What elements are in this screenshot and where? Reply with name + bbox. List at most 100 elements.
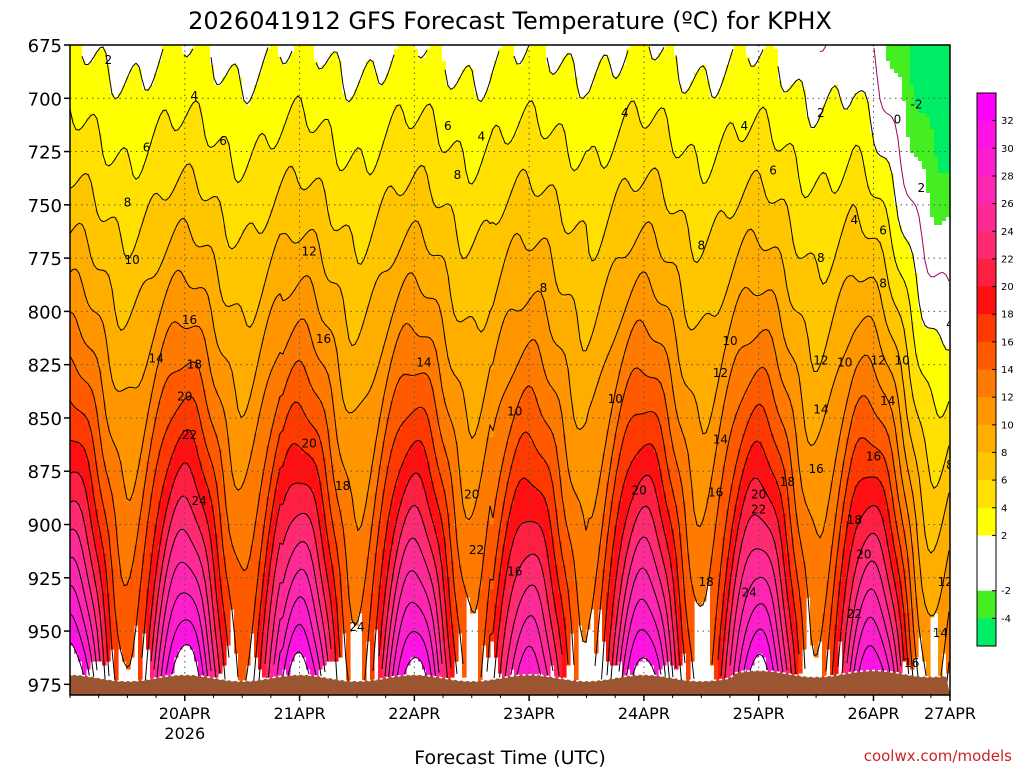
field-cell (70, 441, 75, 474)
field-cell (918, 45, 923, 114)
field-cell (82, 229, 87, 290)
field-cell (374, 73, 379, 166)
field-cell (638, 121, 643, 190)
field-cell (422, 589, 427, 618)
field-cell (778, 81, 783, 150)
field-cell (622, 529, 627, 570)
field-cell (658, 305, 663, 346)
field-cell (682, 501, 687, 590)
field-cell (738, 249, 743, 294)
contour-line (70, 355, 920, 686)
field-cell (98, 317, 103, 370)
field-cell (402, 193, 407, 242)
field-cell (382, 345, 387, 398)
field-cell (462, 321, 467, 398)
field-cell (90, 529, 95, 566)
field-cell (330, 565, 335, 610)
x-tick-sublabel: 2026 (164, 724, 205, 743)
field-cell (414, 373, 419, 410)
field-cell (218, 449, 223, 514)
field-cell (638, 189, 643, 234)
field-cell (906, 137, 911, 242)
field-cell (290, 333, 295, 370)
field-cell (290, 485, 295, 522)
field-cell (630, 561, 635, 590)
field-cell (298, 569, 303, 598)
field-cell (718, 493, 723, 574)
field-cell (486, 45, 491, 90)
field-cell (734, 577, 739, 614)
field-cell (282, 641, 287, 670)
field-cell (586, 345, 591, 414)
field-cell (558, 45, 563, 66)
contour-line (70, 556, 98, 671)
y-tick-label: 675 (28, 36, 62, 57)
field-cell (190, 573, 195, 598)
field-cell (782, 645, 787, 682)
field-cell (310, 341, 315, 390)
contour-line (70, 311, 929, 689)
field-cell (858, 521, 863, 554)
field-cell (898, 313, 903, 362)
field-cell (858, 361, 863, 398)
field-cell (742, 533, 747, 570)
field-cell (626, 301, 631, 342)
field-cell (502, 637, 507, 686)
field-cell (902, 569, 907, 614)
field-cell (890, 453, 895, 498)
field-cell (338, 169, 343, 230)
field-cell (82, 485, 87, 522)
field-cell (546, 137, 551, 186)
field-cell (774, 297, 779, 358)
field-cell (202, 129, 207, 202)
field-cell (110, 493, 115, 570)
field-cell (202, 609, 207, 646)
field-cell (694, 401, 699, 522)
field-cell (878, 197, 883, 242)
field-cell (138, 517, 143, 590)
colorbar-label: 2 (1001, 531, 1007, 542)
contour-label: 12 (713, 366, 728, 380)
field-cell (210, 505, 215, 550)
field-cell (442, 397, 447, 446)
field-cell (398, 537, 403, 570)
field-cell (78, 505, 83, 542)
contour-line (70, 439, 116, 681)
contour-line (618, 567, 671, 686)
field-cell (134, 65, 139, 182)
field-cell (654, 565, 659, 598)
field-cell (502, 589, 507, 638)
field-cell (874, 281, 879, 330)
field-cell (318, 177, 323, 250)
field-cell (186, 329, 191, 366)
field-cell (94, 549, 99, 586)
field-cell (402, 117, 407, 194)
field-cell (74, 269, 79, 322)
contour-label: 10 (608, 392, 623, 406)
field-cell (850, 153, 855, 206)
field-cell (378, 205, 383, 274)
field-cell (662, 565, 667, 598)
field-cell (246, 225, 251, 326)
field-cell (782, 93, 787, 150)
field-cell (518, 633, 523, 666)
field-cell (642, 445, 647, 478)
contour-line (159, 592, 209, 686)
field-cell (762, 329, 767, 370)
field-cell (454, 605, 459, 662)
field-cell (218, 513, 223, 578)
field-cell (294, 245, 299, 290)
field-cell (558, 65, 563, 126)
field-cell (778, 573, 783, 614)
field-cell (602, 233, 607, 290)
field-cell (758, 333, 763, 370)
field-cell (742, 345, 747, 398)
field-cell (922, 169, 927, 326)
field-cell (822, 613, 827, 694)
field-cell (662, 109, 667, 198)
field-cell (94, 53, 99, 118)
field-cell (390, 401, 395, 450)
field-cell (198, 197, 203, 250)
field-cell (810, 189, 815, 254)
field-cell (658, 381, 663, 426)
